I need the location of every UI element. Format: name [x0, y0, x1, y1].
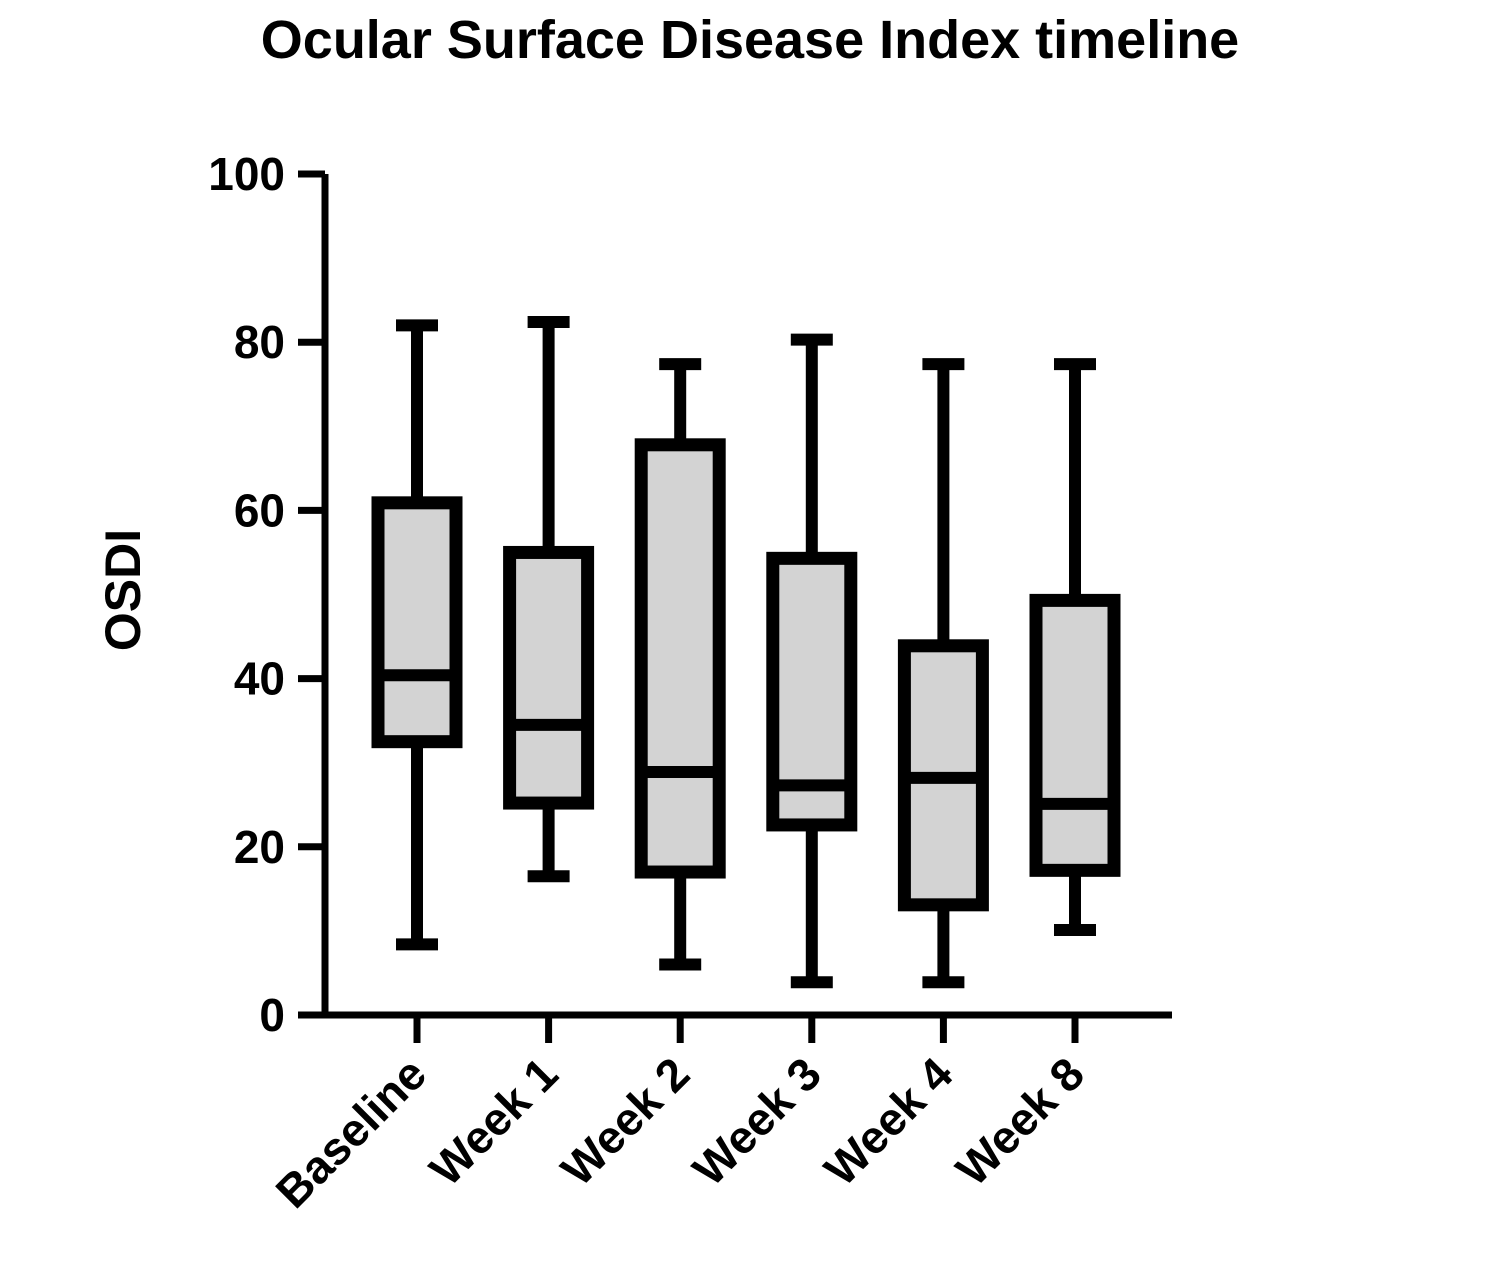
y-tick-label: 60: [234, 484, 285, 536]
box: [503, 545, 595, 810]
y-tick-label: 20: [234, 821, 285, 873]
y-tick-label: 0: [259, 989, 285, 1041]
box: [371, 496, 463, 749]
x-tick-label: Week 8: [946, 1047, 1094, 1195]
box: [1029, 593, 1121, 877]
y-tick-label: 40: [234, 653, 285, 705]
x-tick-label: Week 4: [814, 1047, 963, 1196]
y-tick-label: 100: [208, 148, 285, 200]
x-tick-label: Week 3: [683, 1047, 831, 1195]
y-axis-label: OSDI: [95, 529, 151, 651]
x-tick-label: Week 1: [419, 1047, 567, 1195]
y-tick-label: 80: [234, 316, 285, 368]
chart-title: Ocular Surface Disease Index timeline: [261, 10, 1239, 70]
x-tick-label: Baseline: [266, 1047, 437, 1218]
x-tick-label: Week 2: [551, 1047, 699, 1195]
box: [634, 438, 726, 879]
